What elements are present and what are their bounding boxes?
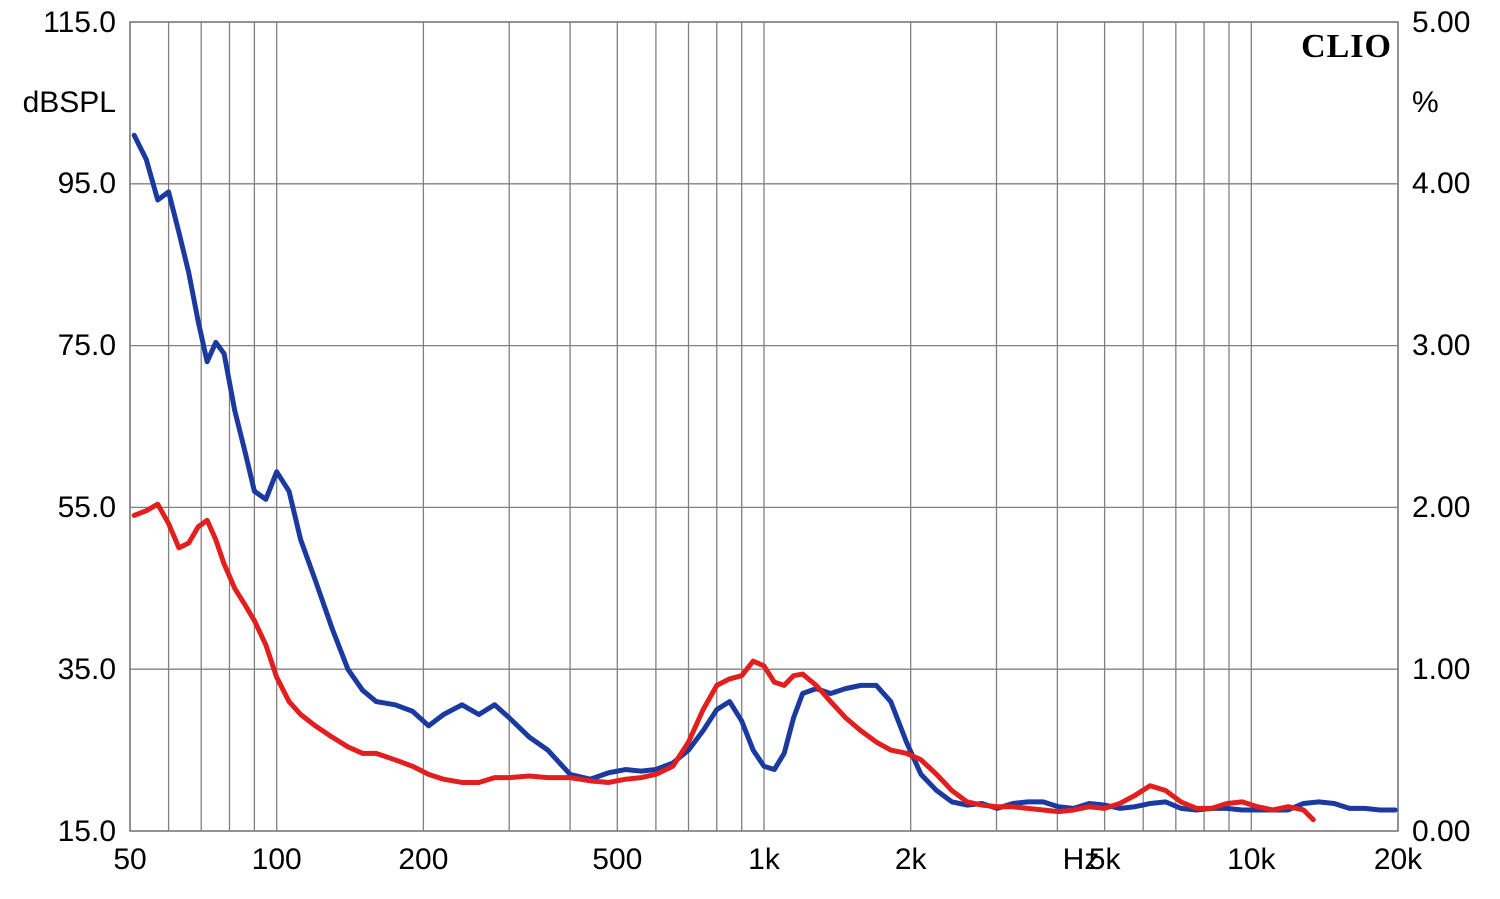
x-tick-label: 50: [80, 843, 180, 877]
watermark: CLIO: [1301, 28, 1392, 66]
y-left-tick-label: 55.0: [0, 491, 116, 525]
x-tick-label: 1k: [714, 843, 814, 877]
x-tick-label: 20k: [1348, 843, 1448, 877]
y-right-axis-label: %: [1412, 86, 1498, 120]
x-tick-label: 500: [567, 843, 667, 877]
y-left-tick-label: 115.0: [0, 6, 116, 40]
y-right-tick-label: 4.00: [1412, 167, 1498, 201]
y-left-tick-label: 35.0: [0, 653, 116, 687]
y-left-tick-label: 75.0: [0, 329, 116, 363]
y-right-tick-label: 5.00: [1412, 6, 1498, 40]
chart-container: 15.035.055.075.095.0115.0dBSPL0.001.002.…: [0, 0, 1500, 899]
x-tick-label: 10k: [1201, 843, 1301, 877]
x-tick-label: 2k: [861, 843, 961, 877]
x-tick-label: 100: [227, 843, 327, 877]
y-right-tick-label: 1.00: [1412, 653, 1498, 687]
y-left-axis-label: dBSPL: [0, 86, 116, 120]
chart-svg: [0, 0, 1500, 899]
x-axis-unit-label: Hz: [1041, 843, 1121, 877]
y-left-tick-label: 95.0: [0, 167, 116, 201]
x-tick-label: 200: [373, 843, 473, 877]
y-right-tick-label: 2.00: [1412, 491, 1498, 525]
y-right-tick-label: 3.00: [1412, 329, 1498, 363]
